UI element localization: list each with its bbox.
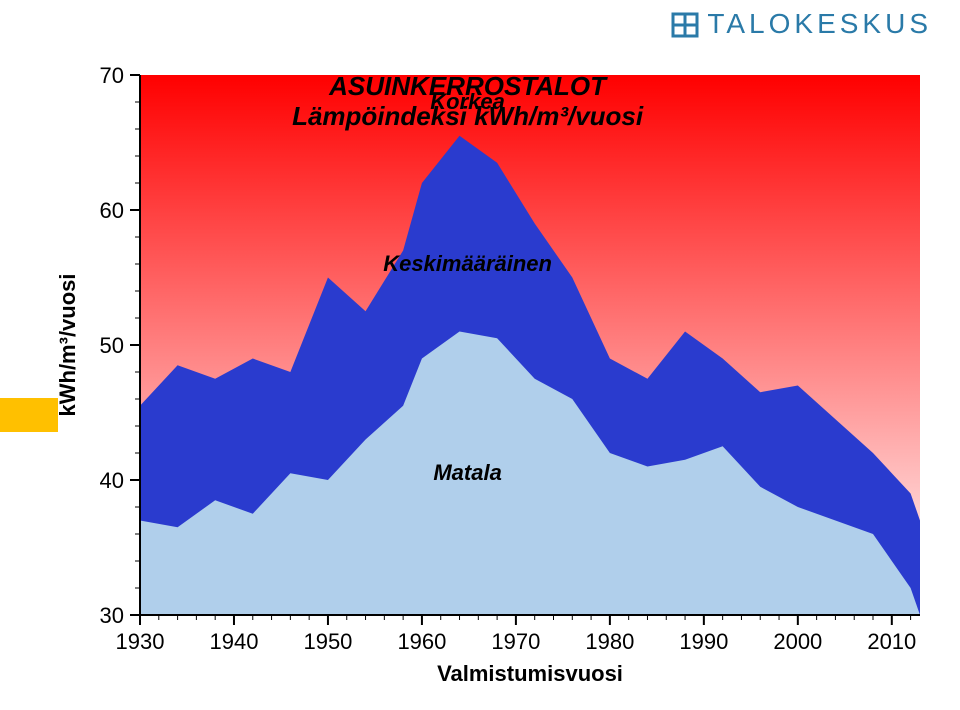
- x-tick-label: 1940: [209, 629, 258, 654]
- x-axis-label: Valmistumisvuosi: [437, 661, 623, 686]
- y-tick-label: 60: [100, 198, 124, 223]
- x-tick-label: 2010: [867, 629, 916, 654]
- logo-icon: [669, 8, 701, 40]
- x-tick-label: 1950: [303, 629, 352, 654]
- y-tick-label: 40: [100, 468, 124, 493]
- y-axis-label: kWh/m³/vuosi: [55, 273, 80, 416]
- label-mid: Keskimääräinen: [383, 251, 552, 276]
- slide: TALOKESKUS 30 40 50 60 70 1930 1940 1950 1960 197…: [0, 0, 960, 710]
- y-tick-label: 50: [100, 333, 124, 358]
- chart: 30 40 50 60 70 1930 1940 1950 1960 1970 1980 1990 20…: [20, 55, 940, 695]
- y-tick-label: 70: [100, 63, 124, 88]
- x-tick-label: 1980: [585, 629, 634, 654]
- label-low: Matala: [433, 460, 501, 485]
- logo-text: TALOKESKUS: [707, 8, 932, 40]
- x-tick-label: 1970: [491, 629, 540, 654]
- y-tick-label: 30: [100, 603, 124, 628]
- label-high: Korkea: [430, 89, 505, 114]
- x-tick-label: 1930: [116, 629, 165, 654]
- x-tick-label: 1960: [397, 629, 446, 654]
- x-tick-label: 2000: [773, 629, 822, 654]
- x-tick-label: 1990: [679, 629, 728, 654]
- logo: TALOKESKUS: [669, 8, 932, 40]
